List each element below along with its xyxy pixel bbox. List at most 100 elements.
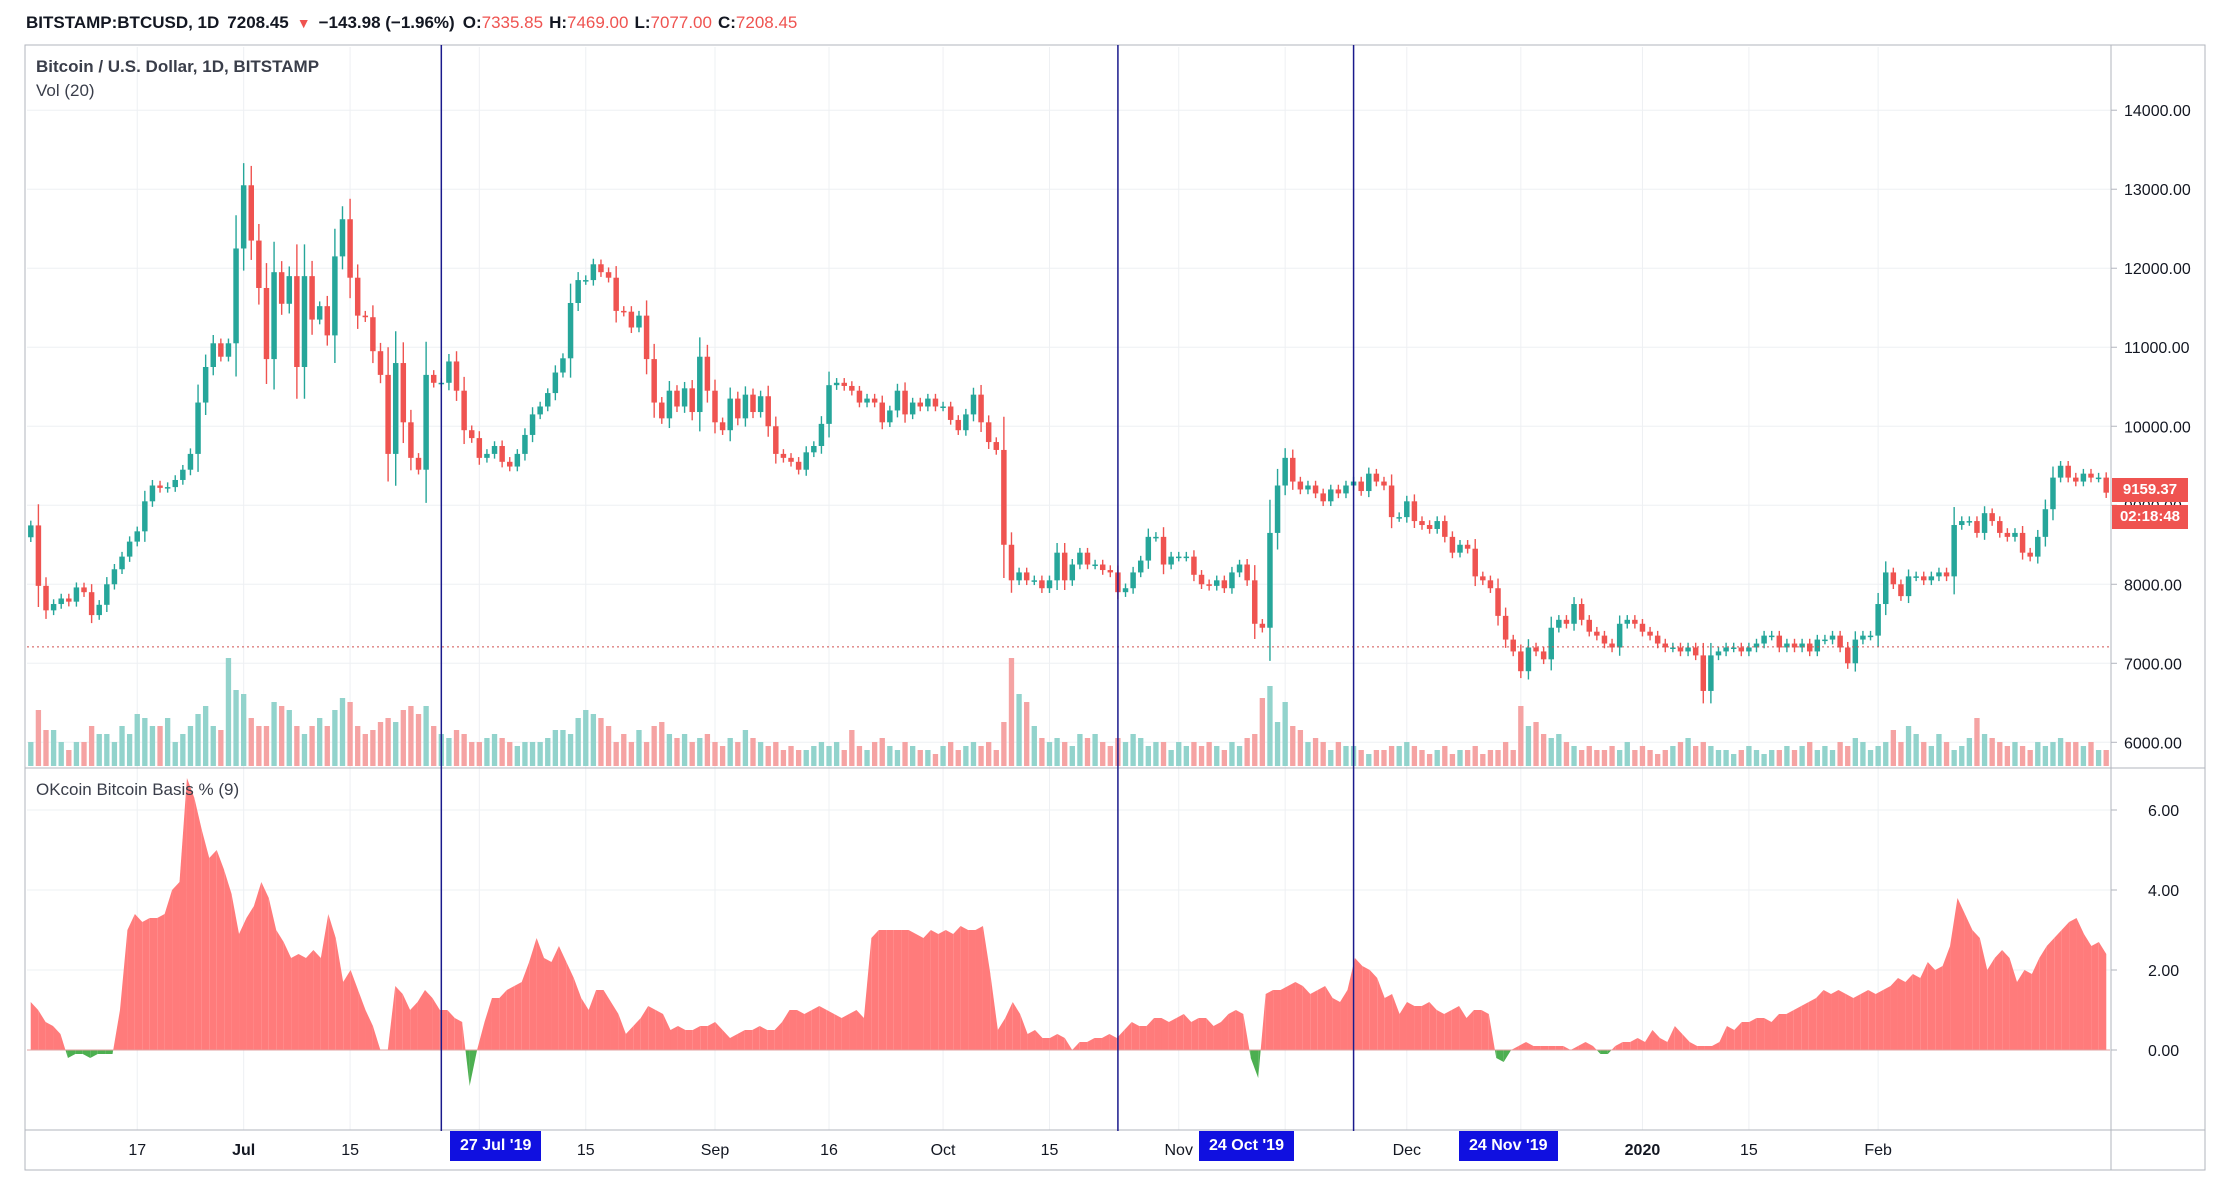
candle-body (1624, 619, 1630, 624)
basis-segment (1637, 1038, 1646, 1050)
volume-bar (1951, 750, 1957, 766)
volume-bar (1366, 754, 1372, 766)
basis-segment (1287, 982, 1296, 1050)
candle-body (727, 398, 733, 431)
candle-body (1472, 548, 1478, 577)
volume-bar (187, 726, 194, 766)
basis-segment (1012, 1002, 1021, 1050)
candle-body (1236, 564, 1243, 573)
candle-body (126, 541, 133, 557)
candle-body (1426, 525, 1433, 529)
candle-body (1054, 552, 1060, 581)
candle-body (1039, 580, 1045, 589)
basis-segment (1585, 1042, 1593, 1050)
volume-bar (58, 742, 64, 766)
basis-segment (1503, 1050, 1512, 1062)
basis-segment (1697, 1046, 1705, 1050)
candlestick-series[interactable] (28, 163, 2109, 704)
volume-bar (279, 706, 285, 766)
volume-bar (1495, 750, 1501, 766)
candle-body (1214, 580, 1220, 586)
candle-body (826, 385, 832, 424)
volume-indicator-label: Vol (20) (36, 81, 95, 100)
basis-segment (1704, 1046, 1712, 1050)
candle-body (370, 317, 376, 352)
date-markers[interactable] (440, 45, 1355, 1131)
basis-segment (499, 990, 507, 1050)
candle-body (1381, 481, 1387, 486)
candle-body (233, 248, 239, 344)
basis-segment (201, 830, 210, 1050)
basis-segment (1652, 1030, 1660, 1050)
candle-body (567, 302, 574, 359)
volume-bar (925, 750, 931, 766)
basis-segment (38, 1010, 46, 1050)
volume-bar (955, 750, 961, 766)
basis-segment (465, 1050, 470, 1086)
basis-tick-label: 2.00 (2148, 963, 2179, 980)
volume-bar (43, 730, 49, 766)
basis-segment (1920, 962, 1928, 1050)
basis-segment (1459, 1006, 1467, 1050)
basis-segment (1005, 1002, 1013, 1050)
candle-body (324, 306, 331, 336)
candle-body (902, 390, 908, 415)
time-tick-label: Oct (931, 1142, 956, 1159)
price-tick-label: 8000.00 (2124, 577, 2182, 594)
volume-bar (963, 746, 969, 766)
candle-body (529, 414, 536, 435)
volume-bar (1077, 734, 1083, 766)
candle-body (849, 385, 855, 391)
candle-body (1396, 517, 1402, 519)
volume-bar (476, 742, 482, 766)
volume-bar (986, 742, 992, 766)
candle-body (1981, 513, 1988, 533)
candle-body (742, 394, 749, 419)
volume-bar (560, 730, 566, 766)
basis-segment (358, 990, 366, 1050)
candle-body (1670, 647, 1676, 649)
basis-segment (1548, 1046, 1556, 1050)
volume-bar (621, 734, 627, 766)
candle-body (1639, 623, 1646, 632)
basis-tick-label: 0.00 (2148, 1043, 2179, 1060)
volume-bar (1776, 750, 1782, 766)
candle-body (119, 556, 125, 570)
date-marker-label-1[interactable]: 27 Jul '19 (450, 1131, 542, 1161)
basis-segment (1734, 1022, 1742, 1050)
volume-bar (1616, 750, 1623, 766)
basis-segment (1057, 1034, 1065, 1050)
basis-segment (841, 1014, 850, 1050)
volume-bar (1039, 738, 1045, 766)
candle-body (218, 343, 224, 357)
candle-body (1761, 635, 1767, 644)
candle-body (50, 604, 57, 611)
candle-body (1130, 572, 1136, 589)
volume-bar (583, 710, 589, 766)
basis-segment (1260, 994, 1266, 1050)
candle-body (499, 446, 505, 462)
candle-body (1867, 635, 1874, 638)
date-marker-label-2[interactable]: 24 Oct '19 (1199, 1131, 1294, 1161)
candle-body (1921, 576, 1927, 581)
volume-bar (1153, 742, 1159, 766)
candle-body (271, 272, 277, 360)
candle-body (1023, 572, 1030, 581)
basis-segment (1526, 1042, 1534, 1050)
volume-bar (1525, 726, 1532, 766)
basis-segment (149, 918, 158, 1050)
basis-segment (1249, 1050, 1251, 1058)
volume-bar (1297, 730, 1304, 766)
volume-bar (286, 710, 292, 766)
basis-segment (1511, 1046, 1519, 1050)
basis-segment (655, 1010, 664, 1050)
volume-bar (1753, 750, 1760, 766)
basis-segment (283, 942, 292, 1050)
candle-body (430, 374, 437, 383)
volume-bar (1062, 742, 1068, 766)
basis-segment (1384, 994, 1393, 1050)
candle-body (1692, 647, 1699, 656)
time-tick-label: 2020 (1625, 1142, 1661, 1159)
date-marker-label-3[interactable]: 24 Nov '19 (1459, 1131, 1558, 1161)
